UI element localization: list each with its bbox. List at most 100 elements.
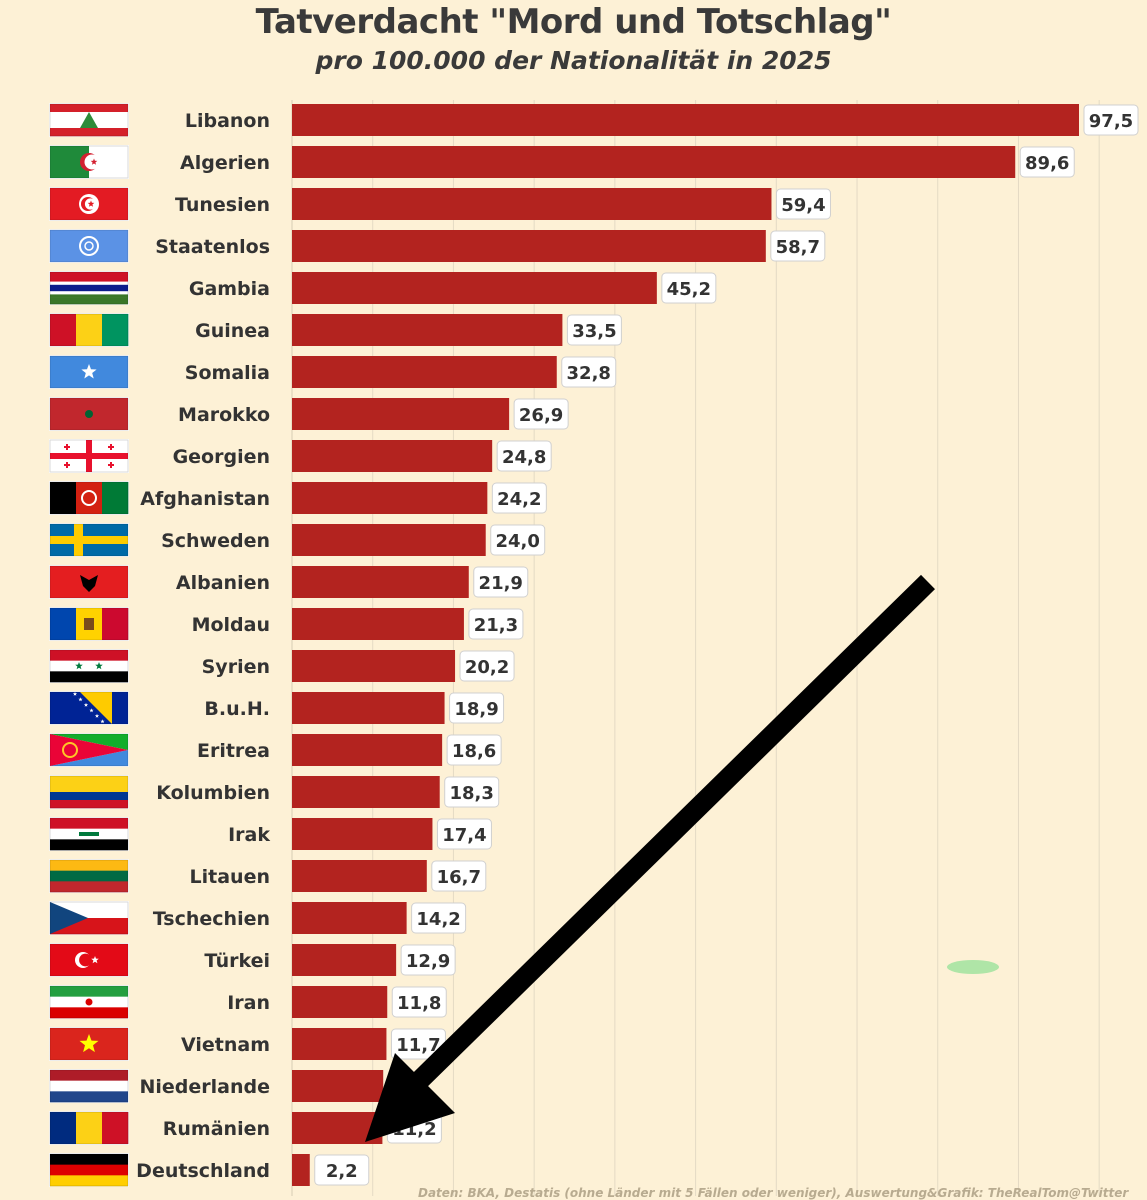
category-label: Deutschland xyxy=(136,1160,270,1182)
value-label: 11,8 xyxy=(397,993,441,1014)
value-label-box xyxy=(770,230,826,262)
value-label: 21,9 xyxy=(479,573,523,594)
flag-sweden-icon xyxy=(49,523,129,557)
flag-czechia-icon xyxy=(49,901,129,935)
category-label: Rumänien xyxy=(163,1118,270,1140)
chart-subtitle: pro 100.000 der Nationalität in 2025 xyxy=(315,46,832,75)
bar xyxy=(292,692,445,724)
category-label: Georgien xyxy=(173,446,270,468)
value-label-box xyxy=(314,1154,370,1186)
flag-guinea-icon xyxy=(49,313,129,347)
flag-colombia-icon xyxy=(49,775,129,809)
value-label-box xyxy=(775,188,831,220)
flag-albania-icon xyxy=(49,565,129,599)
category-label: Albanien xyxy=(176,572,270,594)
bar xyxy=(292,944,397,976)
value-label-box xyxy=(1019,146,1075,178)
category-label: Staatenlos xyxy=(155,236,270,258)
flag-algeria-icon xyxy=(49,145,129,179)
category-label: Litauen xyxy=(190,866,270,888)
flag-morocco-icon xyxy=(49,397,129,431)
category-label: Vietnam xyxy=(181,1034,270,1056)
value-label: 18,3 xyxy=(450,783,494,804)
bar xyxy=(292,482,488,514)
value-label-box xyxy=(661,272,717,304)
bar xyxy=(292,776,440,808)
flag-lebanon-icon xyxy=(49,103,129,137)
value-label-box xyxy=(468,608,524,640)
flag-turkey-icon xyxy=(49,943,129,977)
value-label: 24,0 xyxy=(496,531,540,552)
bar xyxy=(292,1154,310,1186)
value-label-box xyxy=(491,482,547,514)
value-label: 33,5 xyxy=(572,321,616,342)
flag-somalia-icon xyxy=(49,355,129,389)
flag-moldova-icon xyxy=(49,607,129,641)
value-label: 45,2 xyxy=(667,279,711,300)
category-label: Somalia xyxy=(185,362,270,384)
category-label: Libanon xyxy=(185,110,270,132)
flag-iraq-icon xyxy=(49,817,129,851)
category-label: Tunesien xyxy=(175,194,270,216)
value-label: 2,2 xyxy=(326,1161,358,1182)
value-label-box xyxy=(436,818,492,850)
category-label: Eritrea xyxy=(197,740,270,762)
bar xyxy=(292,272,657,304)
value-label: 32,8 xyxy=(567,363,611,384)
value-label: 26,9 xyxy=(519,405,563,426)
flag-lithuania-icon xyxy=(49,859,129,893)
value-label-box xyxy=(496,440,552,472)
bar xyxy=(292,356,557,388)
category-label: Marokko xyxy=(178,404,270,426)
category-label: Guinea xyxy=(195,320,270,342)
value-label-box xyxy=(566,314,622,346)
value-label-box xyxy=(1083,104,1139,136)
bar xyxy=(292,860,427,892)
bar xyxy=(292,314,563,346)
green-marker-mark xyxy=(947,960,999,974)
bar xyxy=(292,146,1016,178)
value-label: 12,9 xyxy=(406,951,450,972)
bar xyxy=(292,1028,387,1060)
value-label: 16,7 xyxy=(437,867,481,888)
category-label: B.u.H. xyxy=(204,698,270,720)
bar xyxy=(292,650,456,682)
category-label: Kolumbien xyxy=(156,782,270,804)
flag-georgia-icon xyxy=(49,439,129,473)
value-label: 21,3 xyxy=(474,615,518,636)
value-label: 17,4 xyxy=(442,825,486,846)
value-label: 97,5 xyxy=(1089,111,1133,132)
bar xyxy=(292,902,407,934)
flag-bosnia-icon xyxy=(49,691,129,725)
bar xyxy=(292,1070,384,1102)
category-label: Niederlande xyxy=(139,1076,270,1098)
value-label-box xyxy=(561,356,617,388)
bar xyxy=(292,566,469,598)
category-label: Tschechien xyxy=(153,908,270,930)
flag-germany-icon xyxy=(49,1153,129,1187)
value-label: 24,2 xyxy=(497,489,541,510)
arrow-head xyxy=(365,1053,455,1142)
value-label-box xyxy=(513,398,569,430)
arrow-annotation xyxy=(365,574,936,1142)
category-label: Algerien xyxy=(180,152,270,174)
bar xyxy=(292,608,464,640)
value-label-box xyxy=(444,776,500,808)
value-label-box xyxy=(400,944,456,976)
category-label: Schweden xyxy=(161,530,270,552)
value-label: 18,6 xyxy=(452,741,496,762)
bar xyxy=(292,986,388,1018)
bar xyxy=(292,734,443,766)
flag-gambia-icon xyxy=(49,271,129,305)
value-label: 24,8 xyxy=(502,447,546,468)
value-label-box xyxy=(391,986,447,1018)
chart-title: Tatverdacht "Mord und Totschlag" xyxy=(255,2,892,42)
bar xyxy=(292,188,772,220)
value-label: 11,7 xyxy=(396,1035,440,1056)
value-label: 58,7 xyxy=(776,237,820,258)
flag-iran-icon xyxy=(49,985,129,1019)
category-label: Afghanistan xyxy=(140,488,270,510)
value-label-box xyxy=(411,902,467,934)
flag-un-icon xyxy=(49,229,129,263)
